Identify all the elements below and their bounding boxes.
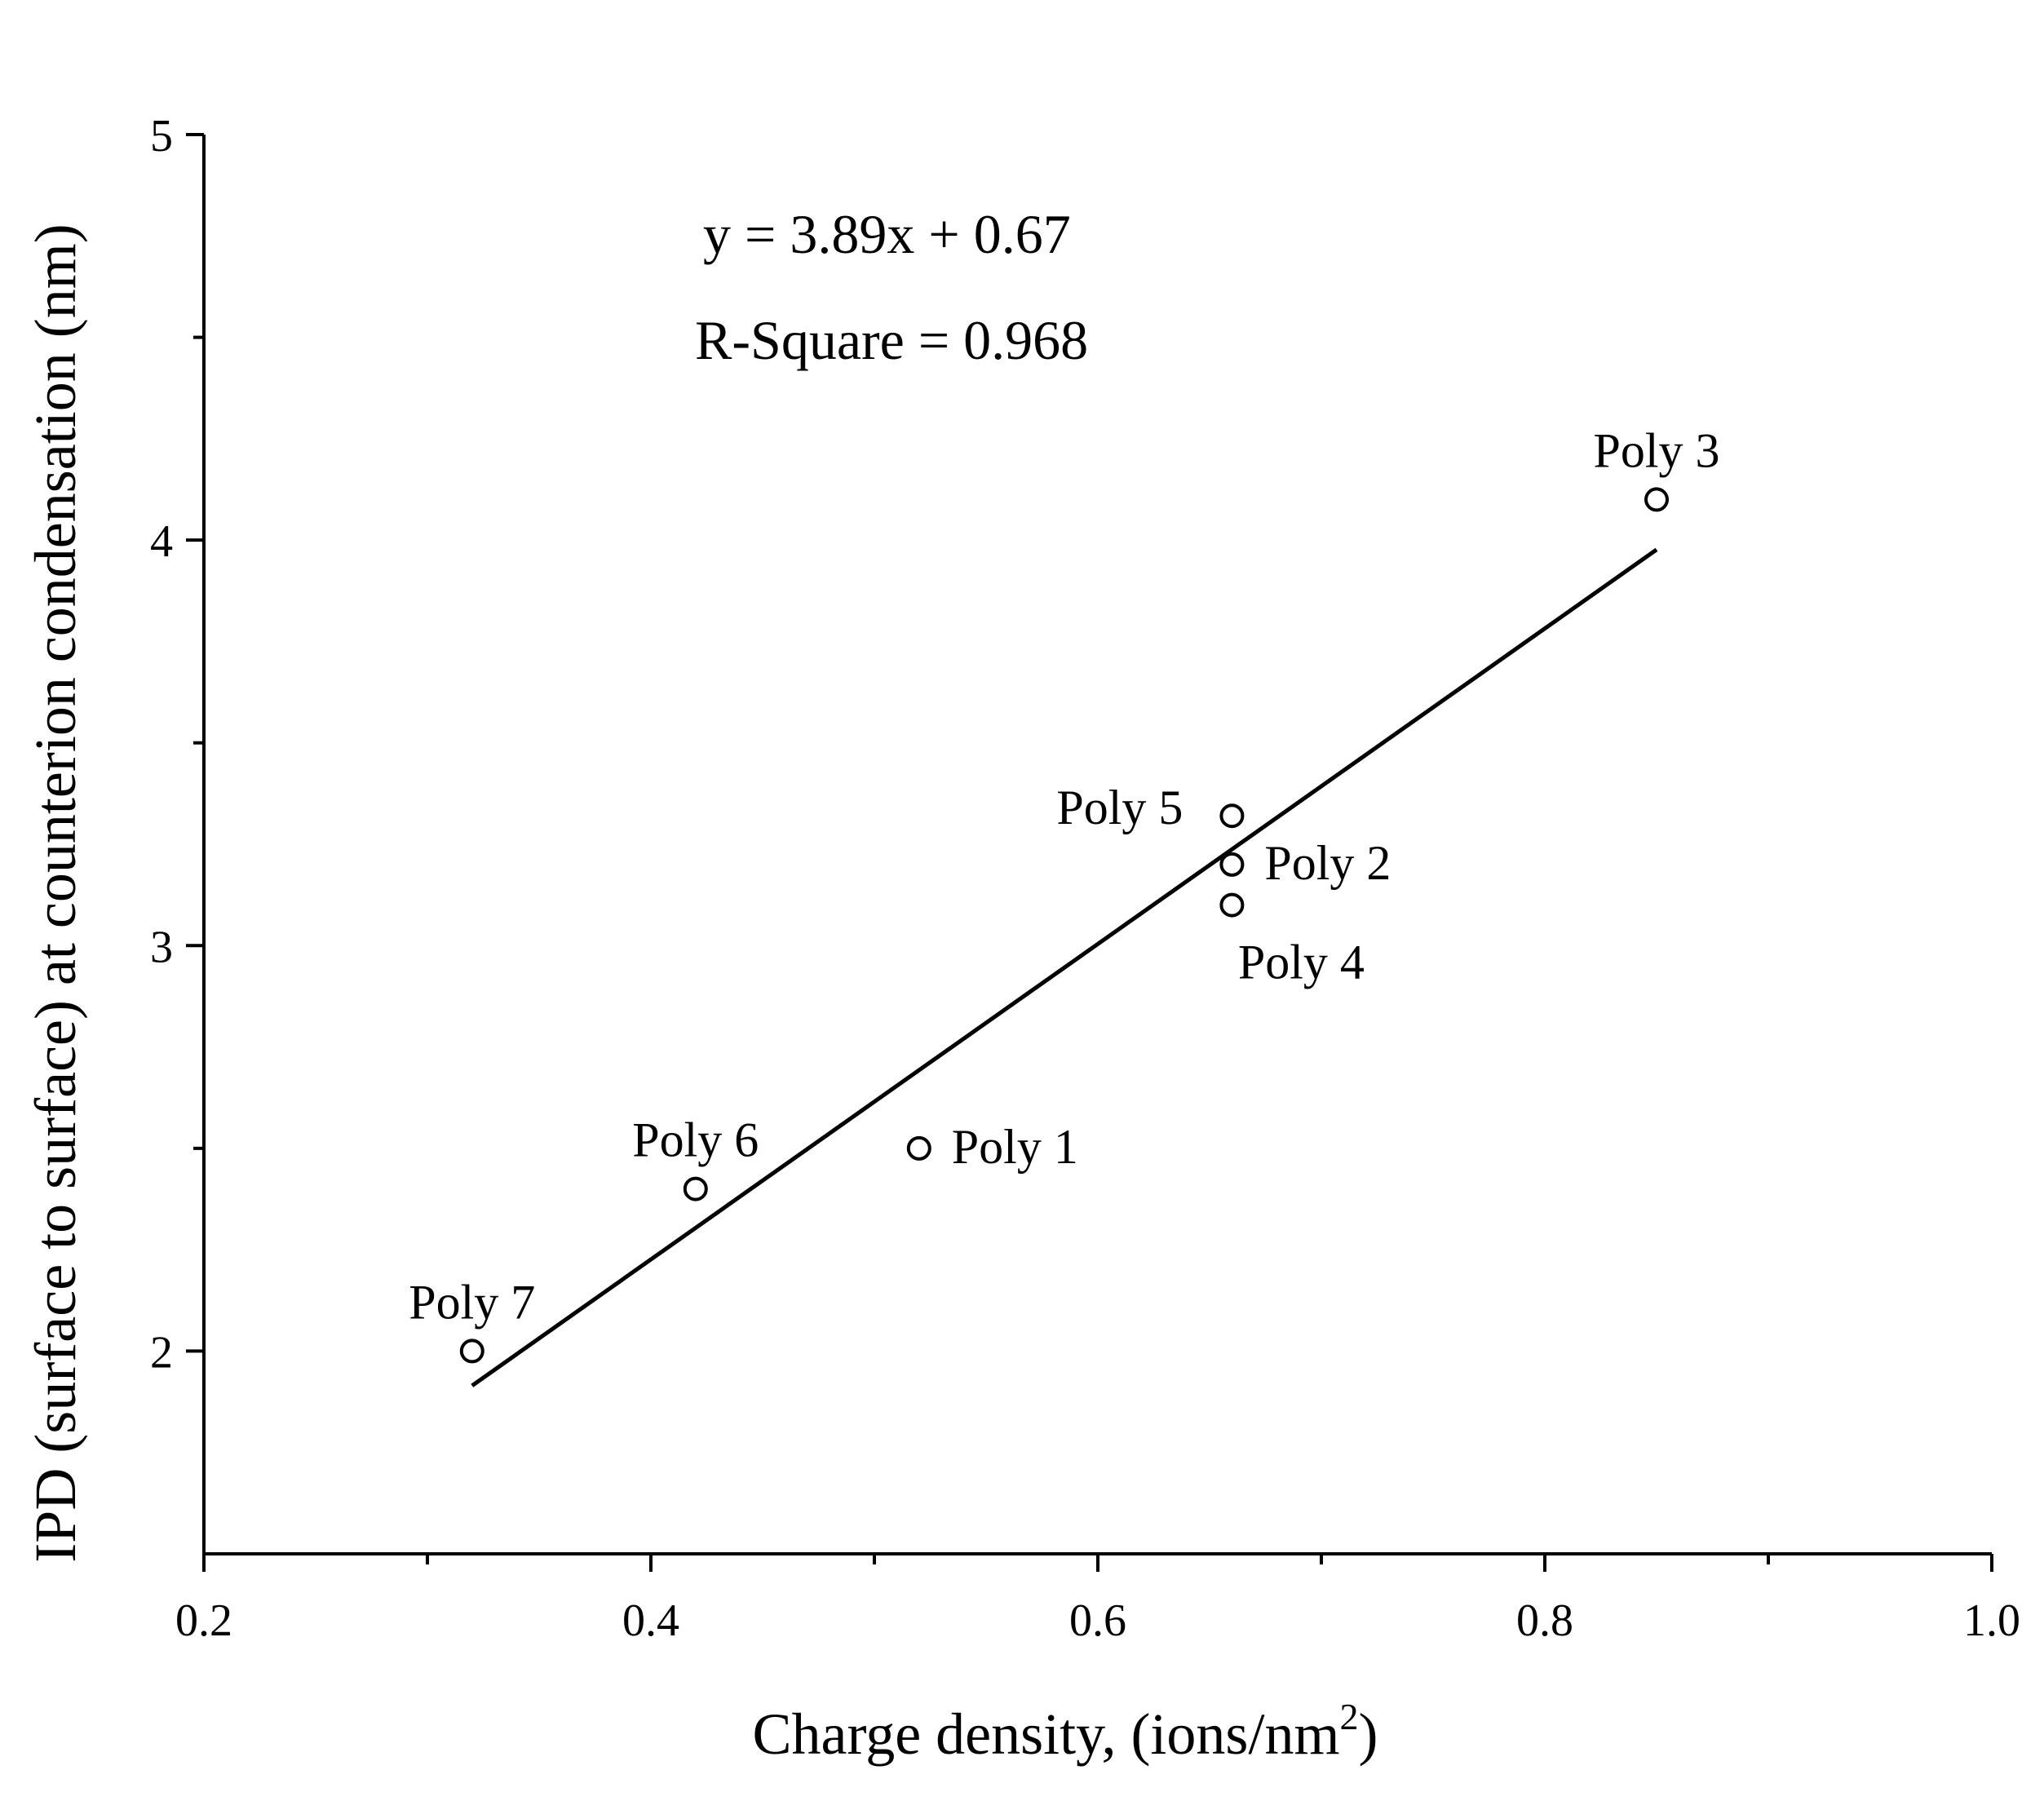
data-point-label: Poly 5 xyxy=(1056,781,1183,834)
data-point xyxy=(683,1176,708,1201)
data-point-label: Poly 3 xyxy=(1593,423,1719,477)
x-axis-title-end: ) xyxy=(1358,1701,1378,1767)
data-point xyxy=(1219,803,1245,829)
x-tick-label: 0.2 xyxy=(175,1595,232,1646)
point-labels: Poly 7 Poly 6 Poly 1 Poly 5 Poly 2 Poly 4 Poly… xyxy=(409,423,1719,1329)
r-square-annotation: R-Square = 0.968 xyxy=(695,309,1088,371)
data-point-label: Poly 6 xyxy=(632,1113,759,1167)
data-points xyxy=(459,487,1669,1364)
data-point-label: Poly 2 xyxy=(1264,836,1391,890)
fit-line xyxy=(471,547,1658,1387)
x-axis-title-main: Charge density, (ions/nm xyxy=(753,1701,1340,1767)
x-tick-label: 0.8 xyxy=(1516,1595,1573,1646)
y-tick-label: 5 xyxy=(150,111,173,162)
y-tick-label: 3 xyxy=(150,922,173,972)
x-tick-label: 0.6 xyxy=(1069,1595,1126,1646)
ticks: 0.2 0.4 0.6 0.8 1.0 2 3 4 5 xyxy=(150,111,2020,1646)
data-point-label: Poly 4 xyxy=(1238,936,1365,989)
x-tick-label: 0.4 xyxy=(622,1595,679,1646)
x-axis-title-superscript: 2 xyxy=(1339,1696,1358,1737)
data-point xyxy=(1219,892,1245,918)
y-tick-label: 4 xyxy=(150,516,173,567)
data-point xyxy=(906,1135,931,1161)
fit-equation-annotation: y = 3.89x + 0.67 xyxy=(703,203,1071,265)
data-point xyxy=(1644,487,1669,512)
y-axis-title: IPD (surface to surface) at counterion c… xyxy=(23,223,88,1562)
data-point-label: Poly 7 xyxy=(409,1275,535,1329)
data-point-label: Poly 1 xyxy=(952,1120,1078,1174)
x-tick-label: 1.0 xyxy=(1963,1595,2020,1646)
x-axis-title: Charge density, (ions/nm2) xyxy=(753,1696,1378,1767)
y-tick-label: 2 xyxy=(150,1327,173,1378)
data-point xyxy=(1219,852,1245,877)
data-point xyxy=(459,1339,484,1364)
